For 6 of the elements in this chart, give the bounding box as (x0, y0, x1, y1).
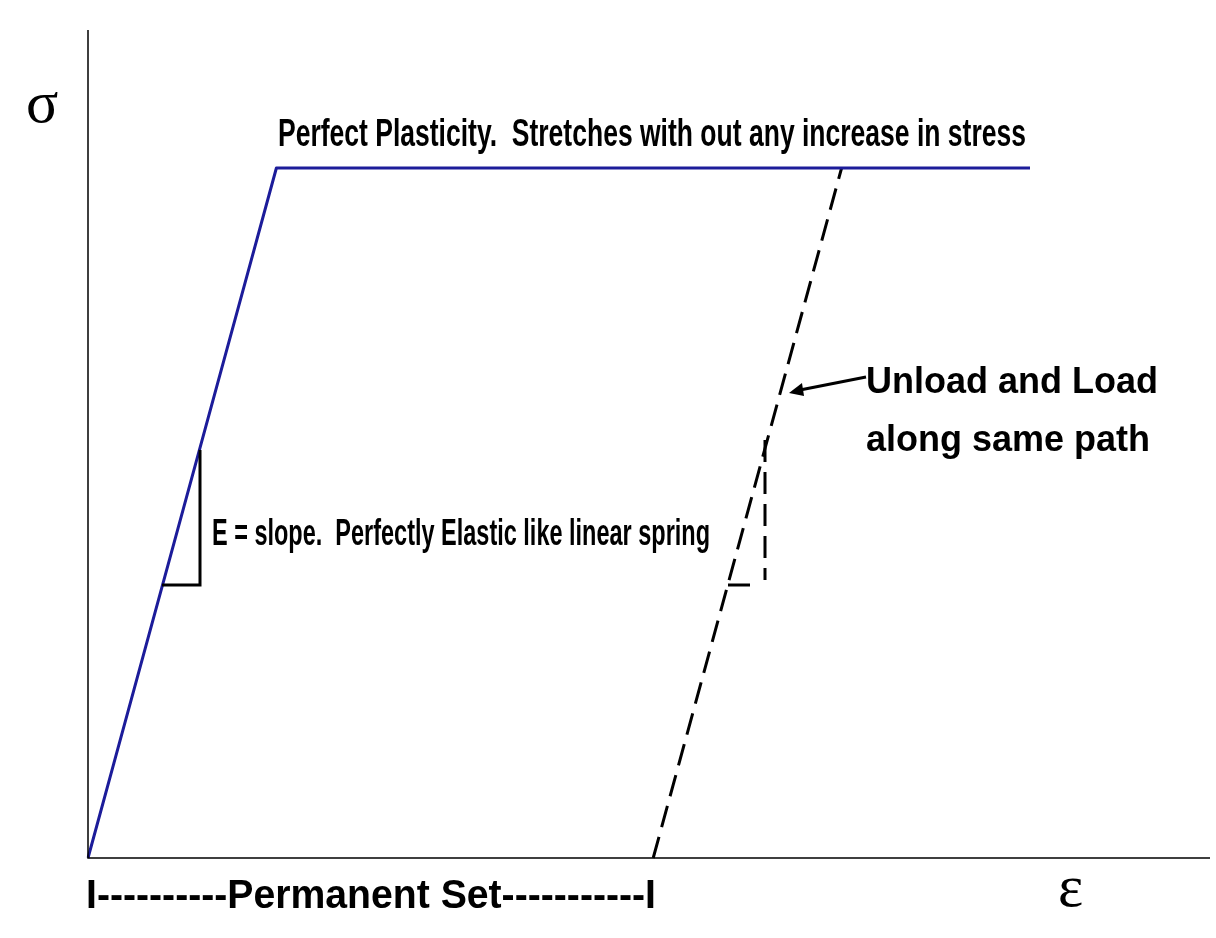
text: Perfect Plasticity. Stretches with out any increase in stress (278, 112, 1026, 155)
annotation: E = slope. Perfectly Elastic like linear spring (212, 512, 710, 554)
annotation: Unload and Load along same path (866, 359, 1159, 461)
text: I----------Permanent Set-----------I (86, 872, 656, 917)
x-axis-title: ε (1058, 852, 1084, 921)
y-axis-title: σ (26, 68, 59, 137)
